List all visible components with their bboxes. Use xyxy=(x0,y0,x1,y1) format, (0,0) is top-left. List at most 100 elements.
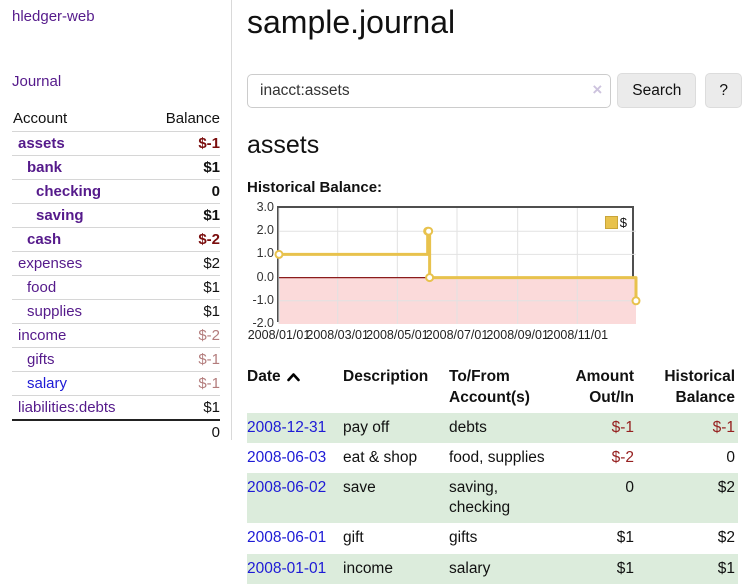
account-link[interactable]: saving xyxy=(36,207,84,224)
register-header-row: Date Description To/From Account(s) Amou… xyxy=(247,364,738,413)
register-amount: $-1 xyxy=(611,418,634,436)
help-button[interactable]: ? xyxy=(705,73,742,108)
brand-link[interactable]: hledger-web xyxy=(12,8,95,25)
x-tick-label: 2008/03/01 xyxy=(306,328,369,342)
account-link[interactable]: expenses xyxy=(18,255,83,272)
account-link[interactable]: gifts xyxy=(27,351,55,368)
register-date-cell: 2008-06-03 xyxy=(247,443,343,473)
register-date-link[interactable]: 2008-01-01 xyxy=(247,559,327,577)
accounts-total-row: 0 xyxy=(12,419,220,444)
account-balance: $-1 xyxy=(147,371,220,396)
account-row: food $1 xyxy=(12,275,220,300)
account-balance: $-2 xyxy=(147,227,220,252)
chart-plot-area: $ xyxy=(274,206,641,324)
account-balance: $-2 xyxy=(147,323,220,348)
account-balance: $-1 xyxy=(147,131,220,156)
account-link[interactable]: salary xyxy=(27,375,68,392)
accounts-total-value: 0 xyxy=(147,419,220,444)
account-name-cell: supplies xyxy=(12,299,148,324)
search-input[interactable] xyxy=(247,73,612,108)
account-row: expenses $2 xyxy=(12,251,220,276)
register-date-link[interactable]: 2008-06-02 xyxy=(247,479,327,497)
register-date-link[interactable]: 2008-12-31 xyxy=(247,418,327,436)
account-balance: $1 xyxy=(147,275,220,300)
register-date-cell: 2008-01-01 xyxy=(247,554,343,584)
register-date-link[interactable]: 2008-06-03 xyxy=(247,448,327,466)
register-row: 2008-06-03 eat & shop food, supplies $-2 0 xyxy=(247,443,738,473)
sidebar-item-journal[interactable]: Journal xyxy=(12,73,62,90)
account-row: checking 0 xyxy=(12,179,220,204)
account-name-cell: saving xyxy=(12,203,148,228)
register-header-date-label: Date xyxy=(247,368,281,385)
register-balance: 0 xyxy=(726,448,735,466)
account-row: liabilities:debts $1 xyxy=(12,395,220,420)
register-date-cell: 2008-06-01 xyxy=(247,523,343,553)
register-date-link[interactable]: 2008-06-01 xyxy=(247,529,327,547)
account-row: income $-2 xyxy=(12,323,220,348)
account-row: bank $1 xyxy=(12,155,220,180)
account-name-cell: cash xyxy=(12,227,148,252)
account-row: salary $-1 xyxy=(12,371,220,396)
account-link[interactable]: income xyxy=(18,327,67,344)
register-header-account: To/From Account(s) xyxy=(449,368,530,406)
accounts-header-balance: Balance xyxy=(165,110,220,127)
register-description: gift xyxy=(343,529,364,547)
y-tick-label: -2.0 xyxy=(252,316,274,330)
search-button[interactable]: Search xyxy=(617,73,697,108)
register-row: 2008-12-31 pay off debts $-1 $-1 xyxy=(247,412,738,443)
search-input-wrapper: × xyxy=(247,73,612,108)
account-link[interactable]: bank xyxy=(27,159,63,176)
chart-title: Historical Balance: xyxy=(247,179,383,196)
register-account: salary xyxy=(449,559,491,577)
register-body: 2008-12-31 pay off debts $-1 $-1 2008-06-03 ea… xyxy=(247,412,738,584)
account-name-cell: gifts xyxy=(12,347,148,372)
y-tick-label: 0.0 xyxy=(256,269,274,284)
register-account: saving, checking xyxy=(449,479,511,517)
account-row: assets $-1 xyxy=(12,131,220,156)
account-name-cell: income xyxy=(12,323,148,348)
main-content: sample.journal × Search ? assets Histori… xyxy=(247,0,742,584)
register-header-balance: Historical Balance xyxy=(664,368,735,406)
page-title: sample.journal xyxy=(247,4,456,40)
account-balance: $2 xyxy=(147,251,220,276)
register-balance: $1 xyxy=(717,559,735,577)
register-description: income xyxy=(343,559,393,577)
chart-legend: $ xyxy=(604,215,627,230)
register-date-cell: 2008-12-31 xyxy=(247,413,343,443)
account-row: supplies $1 xyxy=(12,299,220,324)
account-link[interactable]: assets xyxy=(18,135,65,152)
register-description: save xyxy=(343,479,376,497)
register-account: debts xyxy=(449,418,487,436)
register-row: 2008-06-02 save saving, checking 0 $2 xyxy=(247,473,738,524)
sort-ascending-icon xyxy=(286,373,300,382)
account-link[interactable]: cash xyxy=(27,231,62,248)
register-description: pay off xyxy=(343,418,390,436)
account-link[interactable]: supplies xyxy=(27,303,83,320)
account-balance: $1 xyxy=(147,299,220,324)
account-heading: assets xyxy=(247,131,320,159)
register-amount: $1 xyxy=(616,559,634,577)
account-name-cell: salary xyxy=(12,371,148,396)
account-balance: $1 xyxy=(147,395,220,420)
account-link[interactable]: checking xyxy=(36,183,102,200)
y-tick-label: -1.0 xyxy=(252,292,274,307)
account-balance: $1 xyxy=(147,155,220,180)
clear-search-icon[interactable]: × xyxy=(592,79,603,99)
search-form: × Search ? xyxy=(247,73,742,108)
x-tick-label: 2008/11/01 xyxy=(546,328,609,342)
register-row: 2008-01-01 income salary $1 $1 xyxy=(247,553,738,584)
register-header-amount: Amount Out/In xyxy=(575,368,634,406)
chart-svg xyxy=(274,208,641,324)
register-balance: $-1 xyxy=(712,418,735,436)
register-balance: $2 xyxy=(717,479,735,497)
register-header-description: Description xyxy=(343,368,429,385)
account-balance: $1 xyxy=(147,203,220,228)
register-amount: 0 xyxy=(625,479,634,497)
register-header-date[interactable]: Date xyxy=(247,364,343,413)
account-link[interactable]: food xyxy=(27,279,57,296)
x-tick-label: 2008/01/01 xyxy=(247,328,311,342)
y-tick-label: 2.0 xyxy=(256,223,274,238)
account-link[interactable]: liabilities:debts xyxy=(18,399,116,416)
accounts-header-row: Account Balance xyxy=(12,107,220,132)
balance-chart: 3.0 2.0 1.0 0.0 -1.0 -2.0 $ 2008/01/01 2008/03… xyxy=(247,200,742,344)
